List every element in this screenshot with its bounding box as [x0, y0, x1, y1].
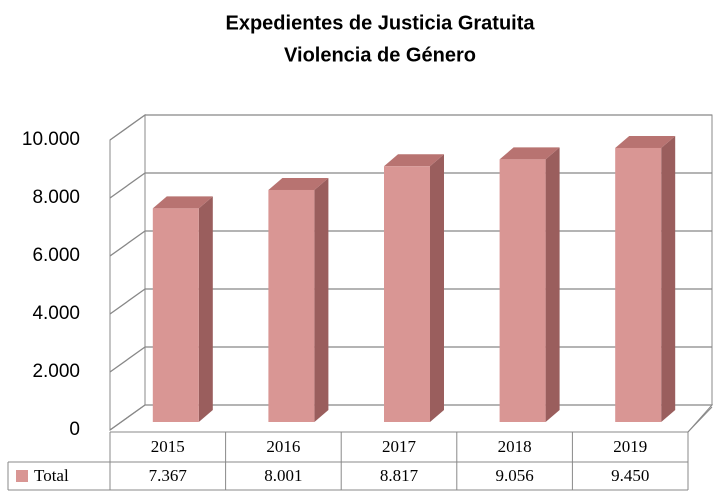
bar-top	[268, 177, 329, 190]
bar-top	[615, 135, 676, 148]
y-tick-label: 8.000	[32, 187, 80, 208]
chart-title: Expedientes de Justicia Gratuita	[226, 12, 536, 34]
bar	[384, 166, 430, 422]
y-tick-label: 10.000	[22, 129, 80, 150]
chart-title: Violencia de Género	[284, 44, 476, 66]
bar-top	[499, 147, 560, 160]
value-label: 9.450	[611, 466, 649, 485]
y-tick-label: 0	[69, 419, 80, 440]
value-label: 8.001	[264, 466, 302, 485]
x-tick-label: 2019	[613, 437, 647, 456]
legend-swatch	[16, 470, 28, 482]
bar-side	[545, 147, 560, 422]
value-label: 7.367	[149, 466, 188, 485]
x-tick-label: 2018	[498, 437, 532, 456]
bar-top	[152, 196, 213, 209]
x-tick-label: 2015	[151, 437, 185, 456]
bar	[152, 208, 199, 422]
bar-side	[198, 196, 213, 422]
value-label: 8.817	[380, 466, 419, 485]
bar	[268, 189, 315, 422]
bar	[615, 147, 662, 422]
bar-side	[661, 135, 676, 422]
y-tick-label: 6.000	[32, 245, 80, 266]
bar-side	[430, 154, 444, 422]
grid-line	[109, 114, 712, 141]
y-tick-label: 2.000	[32, 361, 80, 382]
table-border	[7, 406, 713, 491]
legend-label: Total	[34, 466, 69, 485]
x-tick-label: 2016	[266, 437, 300, 456]
side-wall	[109, 114, 146, 431]
x-tick-label: 2017	[382, 437, 417, 456]
bar-top	[384, 154, 444, 167]
value-label: 9.056	[495, 466, 533, 485]
bar	[499, 159, 546, 422]
y-tick-label: 4.000	[32, 303, 80, 324]
bar-side	[314, 177, 329, 422]
